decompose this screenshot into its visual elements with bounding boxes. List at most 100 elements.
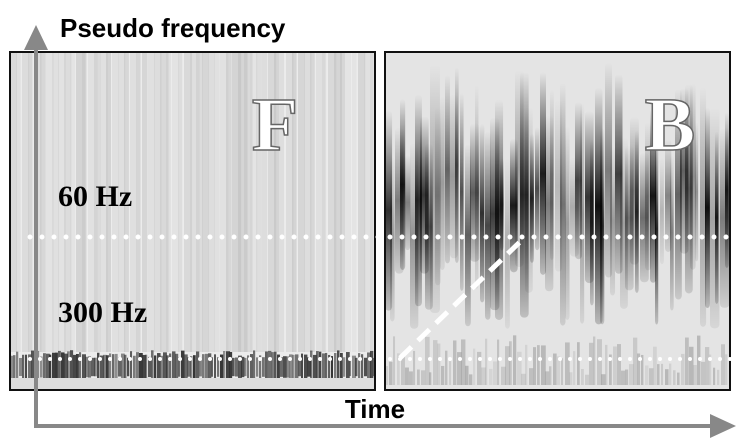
texture-streak (109, 353, 112, 381)
texture-streak (178, 357, 181, 377)
texture-streak (349, 357, 352, 377)
texture-streak (31, 350, 35, 384)
texture-streak (725, 112, 729, 268)
texture-streak (385, 366, 389, 385)
texture-streak (610, 146, 616, 296)
texture-streak (145, 354, 148, 380)
texture-streak (346, 52, 352, 352)
texture-streak (262, 52, 268, 352)
texture-streak (641, 354, 644, 385)
texture-streak (70, 52, 76, 352)
texture-streak (577, 342, 580, 385)
texture-streak (202, 354, 205, 380)
y-arrowhead (24, 25, 48, 50)
texture-streak (605, 344, 608, 385)
texture-streak (124, 52, 129, 352)
texture-streak (593, 336, 596, 385)
texture-streak (609, 354, 612, 385)
texture-streak (223, 351, 226, 383)
texture-streak (465, 365, 469, 385)
texture-streak (13, 355, 16, 379)
texture-streak (328, 52, 337, 352)
texture-streak (581, 368, 584, 385)
texture-streak (358, 52, 366, 352)
texture-streak (199, 357, 202, 377)
texture-streak (91, 357, 95, 377)
texture-streak (613, 346, 617, 385)
texture-streak (540, 71, 547, 275)
texture-streak (268, 52, 277, 352)
texture-streak (196, 52, 203, 352)
texture-streak (529, 368, 534, 385)
texture-streak (557, 356, 561, 385)
texture-streak (589, 342, 594, 385)
texture-streak (713, 367, 716, 385)
texture-streak (401, 355, 405, 385)
texture-streak (367, 352, 371, 382)
dashed-diagonal (398, 235, 527, 360)
texture-streak (220, 354, 224, 380)
texture-streak (271, 352, 274, 382)
texture-streak (425, 336, 430, 385)
texture-streak (331, 356, 334, 378)
texture-streak (550, 89, 554, 260)
texture-streak (274, 351, 277, 383)
texture-streak (184, 354, 188, 380)
texture-streak (617, 344, 621, 385)
texture-streak (393, 336, 396, 385)
texture-streak (88, 356, 92, 378)
texture-streak (259, 355, 262, 379)
texture-streak (665, 139, 672, 252)
texture-streak (196, 351, 200, 383)
texture-streak (670, 155, 674, 311)
texture-streak (525, 344, 528, 385)
texture-streak (202, 52, 209, 352)
texture-streak (645, 122, 652, 271)
texture-streak (64, 52, 72, 352)
y-axis-title: Pseudo frequency (60, 13, 286, 43)
texture-streak (352, 355, 356, 379)
texture-streak (370, 350, 374, 384)
texture-streak (118, 357, 122, 377)
texture-streak (340, 52, 346, 352)
texture-streak (52, 352, 55, 382)
texture-streak (601, 374, 606, 385)
panel-f-frame (9, 51, 376, 391)
texture-streak (274, 52, 280, 352)
texture-streak (226, 52, 232, 352)
texture-streak (701, 361, 706, 385)
texture-streak (46, 353, 50, 381)
texture-streak (106, 52, 112, 352)
texture-streak (693, 365, 697, 385)
texture-streak (292, 354, 295, 380)
texture-streak (545, 371, 550, 385)
texture-streak (645, 365, 649, 385)
texture-streak (629, 364, 634, 385)
texture-streak (346, 352, 350, 382)
texture-streak (49, 354, 52, 380)
texture-streak (112, 354, 115, 380)
texture-streak (358, 353, 361, 381)
texture-streak (665, 369, 669, 385)
texture-streak (163, 352, 167, 382)
texture-streak (319, 351, 322, 383)
texture-streak (673, 370, 676, 385)
texture-streak (505, 346, 510, 385)
texture-streak (477, 351, 482, 385)
texture-streak (154, 52, 162, 352)
texture-streak (268, 350, 272, 384)
texture-streak (94, 357, 97, 377)
texture-streak (343, 357, 346, 377)
texture-streak (130, 52, 137, 352)
texture-streak (214, 52, 220, 352)
texture-streak (58, 350, 61, 384)
texture-streak (232, 357, 235, 377)
texture-streak (475, 84, 479, 289)
texture-streak (310, 52, 315, 352)
texture-streak (16, 351, 19, 383)
texture-streak (505, 157, 510, 329)
texture-streak (600, 127, 605, 325)
texture-streak (130, 351, 133, 383)
texture-streak (61, 352, 65, 382)
texture-streak (238, 52, 248, 352)
